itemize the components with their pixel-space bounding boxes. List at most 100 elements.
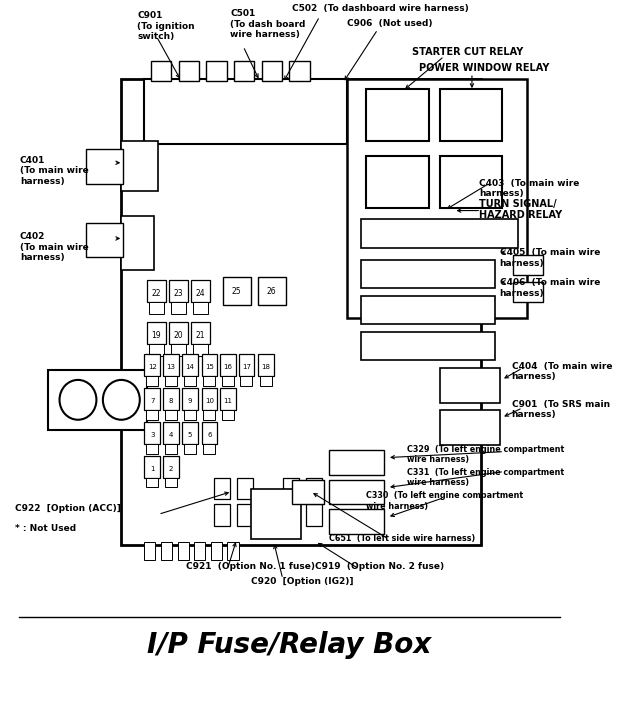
Bar xyxy=(144,388,160,410)
Bar xyxy=(258,354,273,376)
Bar xyxy=(222,376,234,386)
Bar xyxy=(238,354,254,376)
Text: C651  (To left side wire harness): C651 (To left side wire harness) xyxy=(329,534,475,543)
Text: 25: 25 xyxy=(232,287,241,295)
Text: C406  (To main wire
harness): C406 (To main wire harness) xyxy=(500,278,600,298)
Bar xyxy=(213,504,230,526)
Bar xyxy=(144,422,160,444)
Bar xyxy=(144,354,160,376)
Bar xyxy=(202,388,217,410)
Bar xyxy=(194,543,205,560)
Bar xyxy=(292,479,324,504)
Text: C330  (To left engine compartment
wire harness): C330 (To left engine compartment wire ha… xyxy=(366,491,523,511)
Text: 14: 14 xyxy=(185,364,195,370)
Bar xyxy=(165,376,177,386)
Bar xyxy=(236,478,253,499)
Bar xyxy=(329,509,384,534)
Text: C401
(To main wire
harness): C401 (To main wire harness) xyxy=(20,156,89,186)
Text: 16: 16 xyxy=(223,364,232,370)
Text: 17: 17 xyxy=(242,364,251,370)
Bar xyxy=(306,478,323,499)
Bar xyxy=(146,410,158,420)
Text: C920  [Option (IG2)]: C920 [Option (IG2)] xyxy=(250,577,353,586)
Text: 12: 12 xyxy=(148,364,157,370)
Bar xyxy=(202,422,217,444)
Bar xyxy=(227,543,238,560)
Text: C919  (Option No. 2 fuse): C919 (Option No. 2 fuse) xyxy=(315,562,444,571)
Bar xyxy=(147,322,165,344)
Bar xyxy=(290,61,310,81)
Bar xyxy=(149,344,163,356)
Bar xyxy=(440,156,502,208)
Text: 13: 13 xyxy=(166,364,175,370)
Bar xyxy=(165,478,177,488)
Text: 9: 9 xyxy=(188,398,192,404)
Text: 4: 4 xyxy=(168,431,173,438)
Text: 20: 20 xyxy=(173,330,183,340)
Bar xyxy=(163,388,178,410)
Bar xyxy=(193,302,208,314)
Text: 15: 15 xyxy=(205,364,214,370)
Bar xyxy=(440,89,502,141)
Bar xyxy=(193,344,208,356)
Text: C329  (To left engine compartment
wire harness): C329 (To left engine compartment wire ha… xyxy=(407,445,565,464)
Text: C331  (To left engine compartment
wire harness): C331 (To left engine compartment wire ha… xyxy=(407,468,565,487)
Bar xyxy=(171,344,186,356)
Bar xyxy=(146,376,158,386)
Text: 11: 11 xyxy=(223,398,232,404)
Bar xyxy=(329,479,384,504)
Bar xyxy=(236,504,253,526)
Bar xyxy=(361,219,518,248)
Text: C403  (To main wire
harness): C403 (To main wire harness) xyxy=(479,179,580,198)
Bar xyxy=(47,370,147,430)
Bar xyxy=(220,388,236,410)
Bar xyxy=(206,61,227,81)
Bar xyxy=(144,456,160,478)
Text: C906  (Not used): C906 (Not used) xyxy=(348,19,433,28)
Text: 18: 18 xyxy=(261,364,270,370)
Bar xyxy=(306,504,323,526)
Bar xyxy=(182,422,198,444)
Text: C404  (To main wire
harness): C404 (To main wire harness) xyxy=(512,362,612,382)
Bar xyxy=(260,376,271,386)
Bar xyxy=(234,61,254,81)
Text: 23: 23 xyxy=(173,289,183,298)
Bar xyxy=(178,61,199,81)
Bar xyxy=(203,376,215,386)
Text: TURN SIGNAL/
HAZARD RELAY: TURN SIGNAL/ HAZARD RELAY xyxy=(479,199,562,220)
Bar xyxy=(146,444,158,454)
Text: STARTER CUT RELAY: STARTER CUT RELAY xyxy=(412,47,524,57)
Bar xyxy=(146,478,158,488)
Bar xyxy=(161,543,172,560)
Text: C502  (To dashboard wire harness): C502 (To dashboard wire harness) xyxy=(292,4,469,14)
Bar xyxy=(165,444,177,454)
Bar xyxy=(192,281,210,302)
Text: 8: 8 xyxy=(168,398,173,404)
Bar xyxy=(86,149,123,184)
Bar xyxy=(144,543,155,560)
Bar xyxy=(147,281,165,302)
Text: C901  (To SRS main
harness): C901 (To SRS main harness) xyxy=(512,400,610,419)
Bar xyxy=(182,354,198,376)
Bar xyxy=(440,410,500,445)
Bar xyxy=(258,277,286,305)
Bar xyxy=(223,277,250,305)
Text: 1: 1 xyxy=(150,466,155,471)
Text: 7: 7 xyxy=(150,398,155,404)
Bar xyxy=(163,456,178,478)
Bar xyxy=(149,302,163,314)
Bar xyxy=(366,89,429,141)
Bar xyxy=(202,354,217,376)
Bar xyxy=(213,478,230,499)
Bar xyxy=(184,410,196,420)
Text: POWER WINDOW RELAY: POWER WINDOW RELAY xyxy=(419,63,550,73)
Bar xyxy=(169,281,188,302)
Bar xyxy=(261,61,282,81)
Text: 10: 10 xyxy=(205,398,214,404)
Text: C922  [Option (ACC)]: C922 [Option (ACC)] xyxy=(15,504,121,513)
Text: 24: 24 xyxy=(196,289,205,298)
Bar xyxy=(163,354,178,376)
Bar xyxy=(361,296,495,324)
Text: 2: 2 xyxy=(168,466,173,471)
Text: I/P Fuse/Relay Box: I/P Fuse/Relay Box xyxy=(147,631,431,659)
